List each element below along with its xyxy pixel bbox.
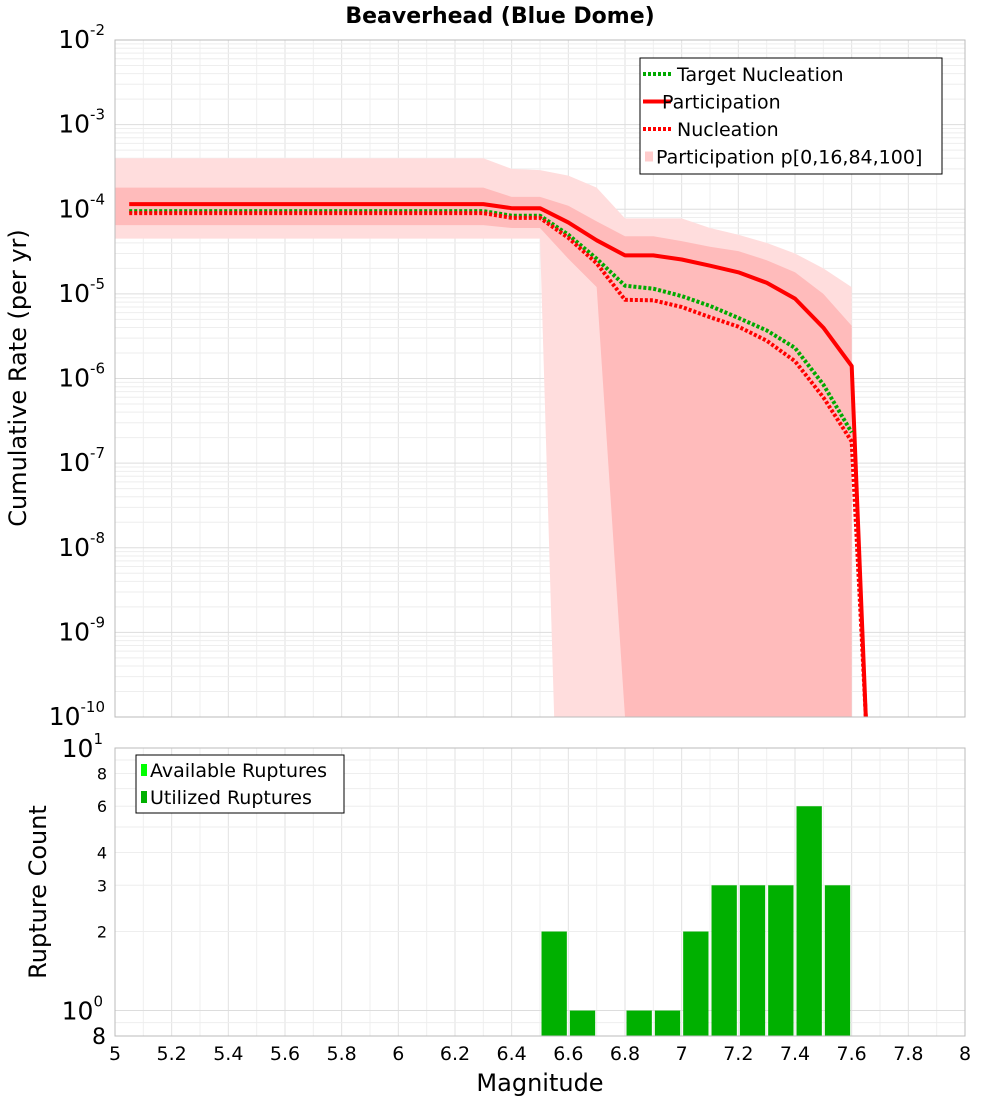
count-legend-box [135,754,345,814]
series-line-participation [129,202,868,717]
bar-utilized-ruptures [569,1010,596,1036]
bar-utilized-ruptures [768,885,794,1036]
count-y-tick-label: 8 [97,764,107,783]
bar-utilized-ruptures [626,1010,652,1036]
x-tick-label: 6.8 [610,1043,640,1065]
bar-utilized-ruptures [711,885,737,1036]
rate-legend-box [639,57,943,175]
rate-y-tick-label: 10-5 [58,275,105,308]
chart-title: Beaverhead (Blue Dome) [345,4,654,29]
x-tick-label: 6 [392,1043,404,1065]
legend-label-available-ruptures: Available Ruptures [150,760,327,782]
x-axis-label: Magnitude [476,1069,603,1097]
legend-label-participation: Participation [662,92,781,114]
x-tick-label: 5.2 [157,1043,187,1065]
bar-utilized-ruptures [796,806,822,1036]
x-tick-label: 7 [676,1043,688,1065]
x-tick-label: 7.2 [723,1043,753,1065]
rate-y-tick-label: 10-9 [58,613,105,646]
bar-utilized-ruptures [824,885,851,1036]
x-tick-label: 7.4 [780,1043,810,1065]
legend-label-target-nucleation: Target Nucleation [676,64,844,86]
count-y-tick-label: 4 [97,843,107,862]
legend-swatch-available-ruptures [141,764,147,776]
rate-y-tick-label: 10-2 [58,21,105,54]
rate-y-ticks: 10-10 10-9 10-8 10-7 10-6 10-5 10-4 10-3 10-2 [49,21,105,731]
rate-bands [115,158,852,717]
x-tick-label: 7.6 [837,1043,867,1065]
x-ticks: 5 5.2 5.4 5.6 5.8 6 6.2 6.4 6.6 6.8 7 7.2 7.4 7.6 7.8 8 [109,1043,971,1065]
rate-plot-frame [114,39,966,718]
count-legend: Available Ruptures Utilized Ruptures [135,754,345,814]
rate-lines [129,202,868,717]
legend-label-nucleation: Nucleation [677,119,779,141]
rate-y-tick-label: 10-7 [58,444,105,477]
legend-label-utilized-ruptures: Utilized Ruptures [150,787,312,809]
x-tick-label: 5 [109,1043,121,1065]
count-y-tick-label: 100 [62,993,103,1026]
rate-y-tick-label: 10-4 [58,190,105,223]
x-tick-label: 6.6 [553,1043,583,1065]
legend-swatch-utilized-ruptures [141,791,147,803]
bar-utilized-ruptures [541,931,567,1036]
count-bars [541,806,851,1036]
rate-panel: 10-10 10-9 10-8 10-7 10-6 10-5 10-4 10-3 10-2 Be… [4,4,966,731]
rate-y-tick-label: 10-8 [58,529,105,562]
rate-legend: Target Nucleation Participation Nucleation… [639,57,943,175]
rate-band-p16-p84 [115,187,852,717]
x-tick-label: 7.8 [893,1043,923,1065]
legend-swatch-participation-p-0-16-84-100 [645,151,653,162]
x-tick-label: 5.4 [213,1043,243,1065]
rate-y-tick-label: 10-10 [49,698,105,731]
legend-label-participation-p-0-16-84-100: Participation p[0,16,84,100] [656,147,922,169]
x-tick-label: 6.2 [440,1043,470,1065]
rate-y-tick-label: 10-3 [58,106,105,139]
x-tick-label: 8 [959,1043,971,1065]
rate-y-tick-label: 10-6 [58,360,105,393]
bar-utilized-ruptures [654,1010,681,1036]
count-y-tick-label: 3 [97,876,107,895]
count-y-tick-label: 6 [97,797,107,816]
bar-utilized-ruptures [739,885,766,1036]
count-y-tick-label: 2 [97,923,107,942]
x-tick-label: 5.8 [327,1043,357,1065]
count-y-axis-label: Rupture Count [24,805,52,979]
count-y-tick-label: 101 [62,730,103,763]
x-tick-label: 6.4 [497,1043,527,1065]
rate-y-axis-label: Cumulative Rate (per yr) [4,229,32,527]
x-tick-label: 5.6 [270,1043,300,1065]
count-plot-frame [114,747,966,1037]
bar-utilized-ruptures [683,931,709,1036]
count-y-tick-label: 8 [92,1025,106,1050]
